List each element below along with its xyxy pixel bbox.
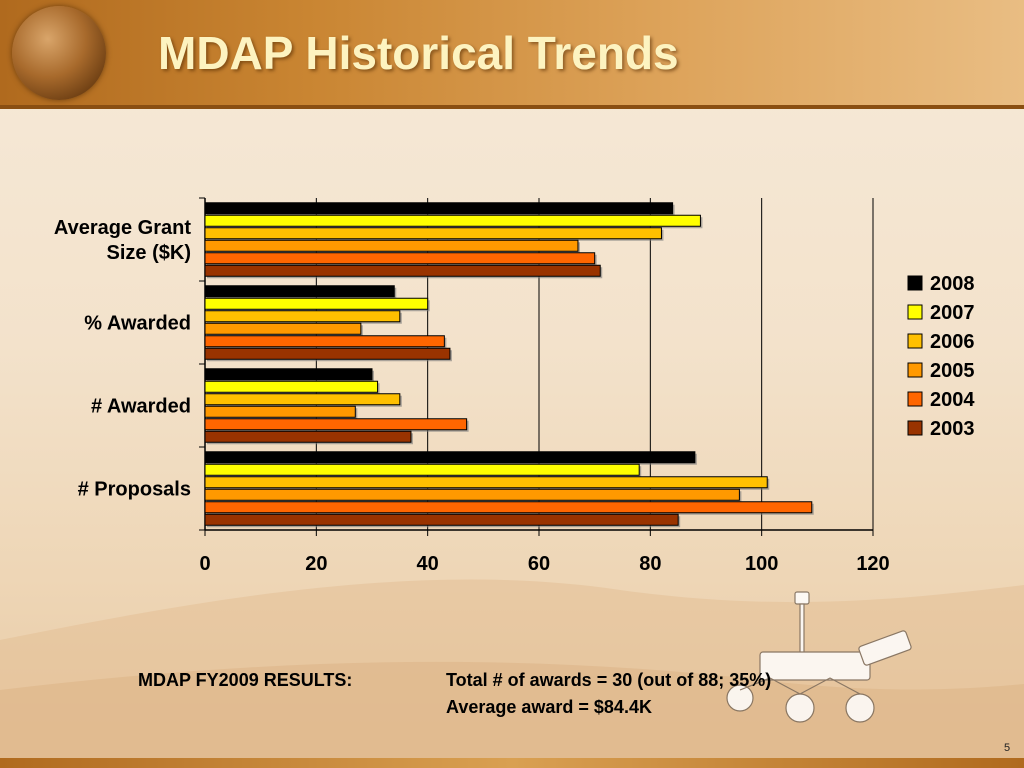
legend-swatch-2006 <box>907 333 923 349</box>
mars-rover-image <box>726 591 912 723</box>
bar-chart: 0 20 40 60 80 100 120 Average Grant Size ($K) % A… <box>54 197 975 575</box>
category-label: # Awarded <box>91 396 191 418</box>
x-tick-label: 60 <box>528 553 550 575</box>
legend-swatch-2004 <box>907 391 923 407</box>
bar-2003 <box>204 513 679 526</box>
legend-swatch-2007 <box>907 304 923 320</box>
bar-2008 <box>204 285 395 298</box>
legend-swatch-2005 <box>907 362 923 378</box>
x-tick-label: 20 <box>305 553 327 575</box>
legend-label: 2007 <box>930 302 975 324</box>
legend-label: 2003 <box>930 418 975 440</box>
x-tick-label: 80 <box>639 553 661 575</box>
bar-2006 <box>204 227 662 240</box>
category-label: # Proposals <box>78 479 191 501</box>
bar-2004 <box>204 252 596 265</box>
bar-2003 <box>204 264 601 277</box>
planet-logo <box>12 6 106 100</box>
legend-label: 2005 <box>930 360 975 382</box>
results-total-awards: Total # of awards = 30 (out of 88; 35%) <box>446 670 772 690</box>
bar-2007 <box>204 380 379 393</box>
category-label: Size ($K) <box>107 242 191 264</box>
category-label: Average Grant <box>54 217 191 239</box>
page-number: 5 <box>1004 742 1011 754</box>
bar-2006 <box>204 393 401 406</box>
bar-2008 <box>204 451 696 464</box>
legend-label: 2006 <box>930 331 975 353</box>
bar-2003 <box>204 347 451 360</box>
x-tick-label: 100 <box>745 553 778 575</box>
bar-2005 <box>204 322 362 335</box>
bar-2004 <box>204 335 445 348</box>
bar-2005 <box>204 405 356 418</box>
legend-swatch-2003 <box>907 420 923 436</box>
bar-2007 <box>204 214 701 227</box>
title-banner <box>0 0 1024 109</box>
bar-2005 <box>204 488 740 501</box>
bar-2003 <box>204 430 412 443</box>
bar-2008 <box>204 202 674 215</box>
x-tick-label: 0 <box>199 553 210 575</box>
bar-2005 <box>204 239 579 252</box>
results-average-award: Average award = $84.4K <box>446 697 652 717</box>
slide-title: MDAP Historical Trends <box>158 27 679 79</box>
legend-swatch-2008 <box>907 275 923 291</box>
x-tick-label: 40 <box>417 553 439 575</box>
bar-2006 <box>204 310 401 323</box>
results-label: MDAP FY2009 RESULTS: <box>138 670 353 690</box>
footer-bar <box>0 758 1024 768</box>
x-tick-label: 120 <box>856 553 889 575</box>
legend-label: 2008 <box>930 273 975 295</box>
bar-2004 <box>204 501 813 514</box>
bar-2008 <box>204 368 373 381</box>
category-label: % Awarded <box>84 313 191 335</box>
bar-2007 <box>204 463 640 476</box>
bar-2006 <box>204 476 768 489</box>
bar-2004 <box>204 418 468 431</box>
legend-label: 2004 <box>930 389 975 411</box>
bar-2007 <box>204 297 429 310</box>
